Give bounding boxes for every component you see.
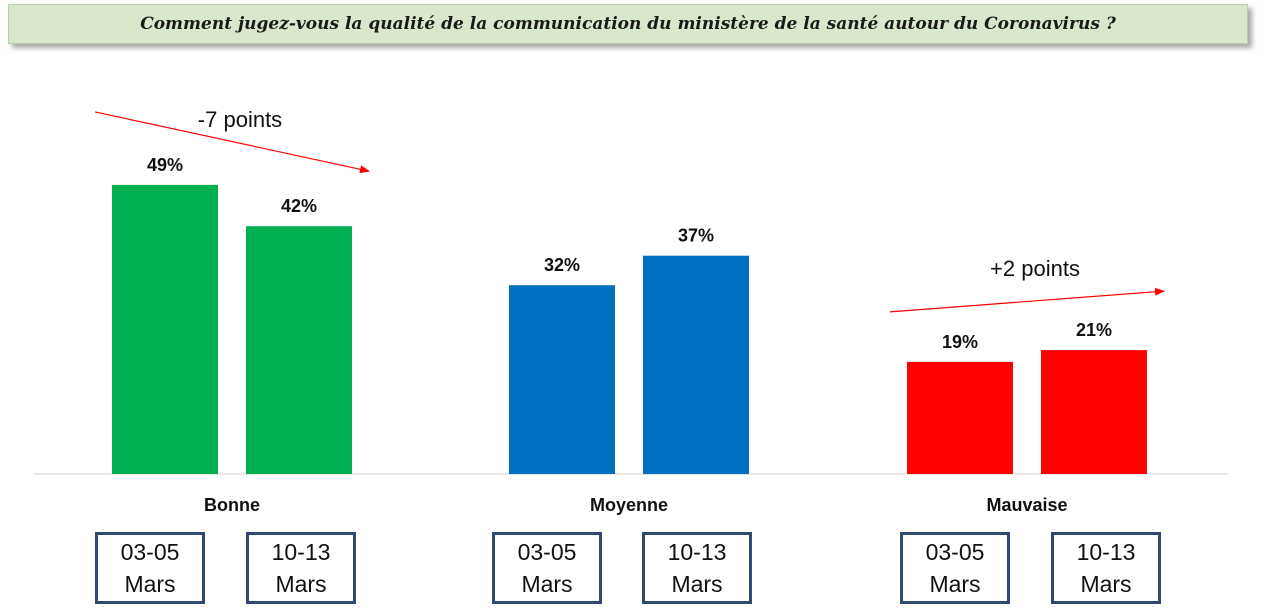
bar-moyenne-2	[643, 255, 749, 474]
bar-bonne-1	[112, 184, 218, 474]
bar-moyenne-1	[509, 285, 615, 474]
bar-mauvaise-2	[1041, 350, 1147, 474]
data-label: 49%	[147, 155, 183, 175]
bar-mauvaise-1	[907, 361, 1013, 474]
category-label: Moyenne	[590, 495, 668, 515]
period-month: Mars	[929, 571, 981, 597]
period-month: Mars	[1080, 571, 1132, 597]
data-label: 32%	[544, 255, 580, 275]
chart-title: Comment jugez-vous la qualité de la comm…	[140, 14, 1116, 34]
period-box: 10-13 Mars	[642, 532, 752, 604]
data-label: 42%	[281, 196, 317, 216]
period-month: Mars	[521, 571, 573, 597]
data-label: 19%	[942, 332, 978, 352]
period-month: Mars	[275, 571, 327, 597]
bar-chart: 49% 42% Bonne 32% 37% Moyenne 19% 21% Mauvaise -7…	[34, 107, 1228, 515]
period-dates: 10-13	[271, 539, 331, 565]
trend-arrow	[94, 111, 370, 174]
period-month: Mars	[671, 571, 723, 597]
bar-bonne-2	[246, 226, 352, 474]
period-dates: 03-05	[925, 539, 985, 565]
trend-annotation: +2 points	[990, 256, 1080, 281]
category-label: Mauvaise	[986, 495, 1067, 515]
period-dates: 10-13	[667, 539, 727, 565]
period-box: 03-05 Mars	[492, 532, 602, 604]
chart-title-box: Comment jugez-vous la qualité de la comm…	[8, 4, 1248, 44]
trend-annotation: -7 points	[198, 107, 282, 132]
period-dates: 03-05	[517, 539, 577, 565]
period-dates: 10-13	[1076, 539, 1136, 565]
period-month: Mars	[124, 571, 176, 597]
period-box: 03-05 Mars	[95, 532, 205, 604]
data-label: 21%	[1076, 320, 1112, 340]
trend-arrow	[889, 287, 1165, 313]
period-box: 03-05 Mars	[900, 532, 1010, 604]
data-label: 37%	[678, 226, 714, 246]
period-dates: 03-05	[120, 539, 180, 565]
period-box: 10-13 Mars	[1051, 532, 1161, 604]
category-label: Bonne	[204, 495, 260, 515]
period-box: 10-13 Mars	[246, 532, 356, 604]
